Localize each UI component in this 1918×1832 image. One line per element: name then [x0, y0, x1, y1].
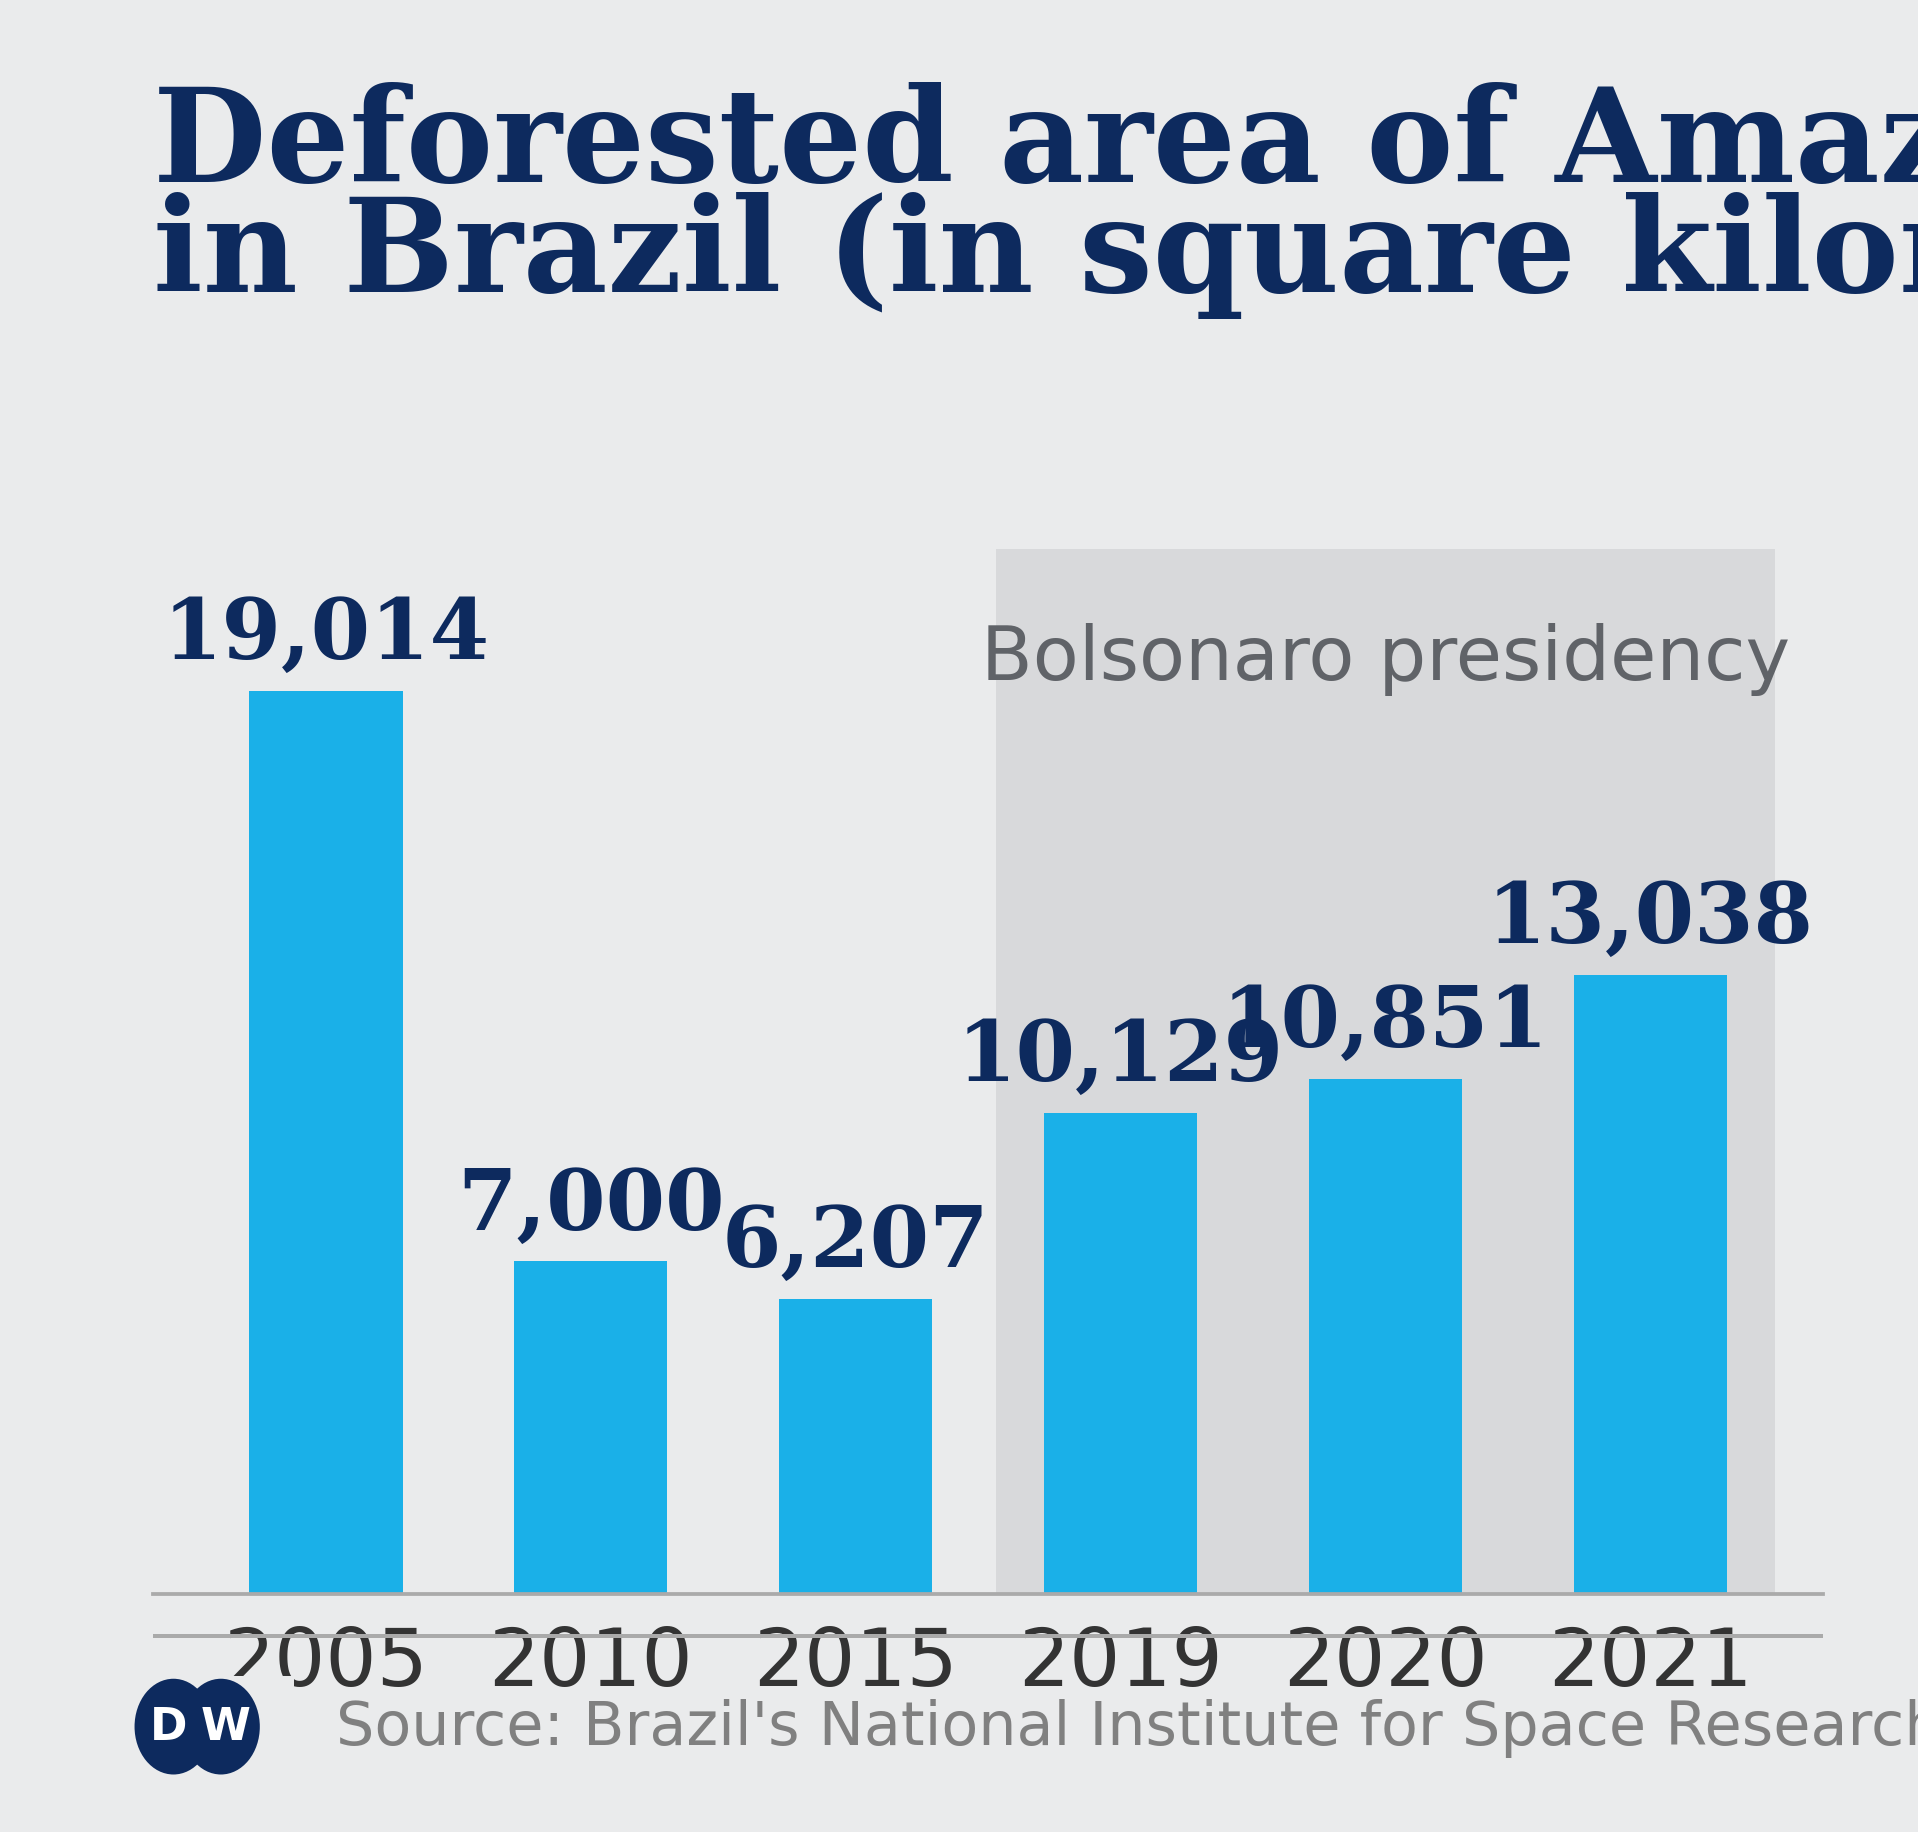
Ellipse shape: [182, 1678, 259, 1775]
Text: 7,000: 7,000: [456, 1165, 725, 1248]
Text: 6,207: 6,207: [721, 1204, 990, 1284]
Bar: [1308, 1079, 1462, 1594]
Bar: [1573, 975, 1726, 1594]
Text: Bolsonaro presidency: Bolsonaro presidency: [980, 623, 1789, 696]
Text: Deforested area of Amazon rainforest: Deforested area of Amazon rainforest: [153, 82, 1918, 209]
Ellipse shape: [134, 1678, 213, 1775]
Text: 13,038: 13,038: [1486, 879, 1813, 960]
Text: W: W: [199, 1706, 249, 1748]
Bar: [249, 691, 403, 1594]
Text: 10,851: 10,851: [1222, 982, 1548, 1064]
Text: 19,014: 19,014: [163, 595, 489, 678]
Bar: [995, 550, 1774, 1594]
Text: in Brazil (in square kilometers): in Brazil (in square kilometers): [153, 192, 1918, 319]
Bar: [779, 1299, 932, 1594]
Bar: [1043, 1114, 1197, 1594]
Bar: [514, 1262, 667, 1594]
Text: Source: Brazil's National Institute for Space Research (INPE): Source: Brazil's National Institute for …: [336, 1698, 1918, 1757]
Text: D: D: [150, 1706, 188, 1748]
Text: 10,129: 10,129: [957, 1017, 1283, 1099]
